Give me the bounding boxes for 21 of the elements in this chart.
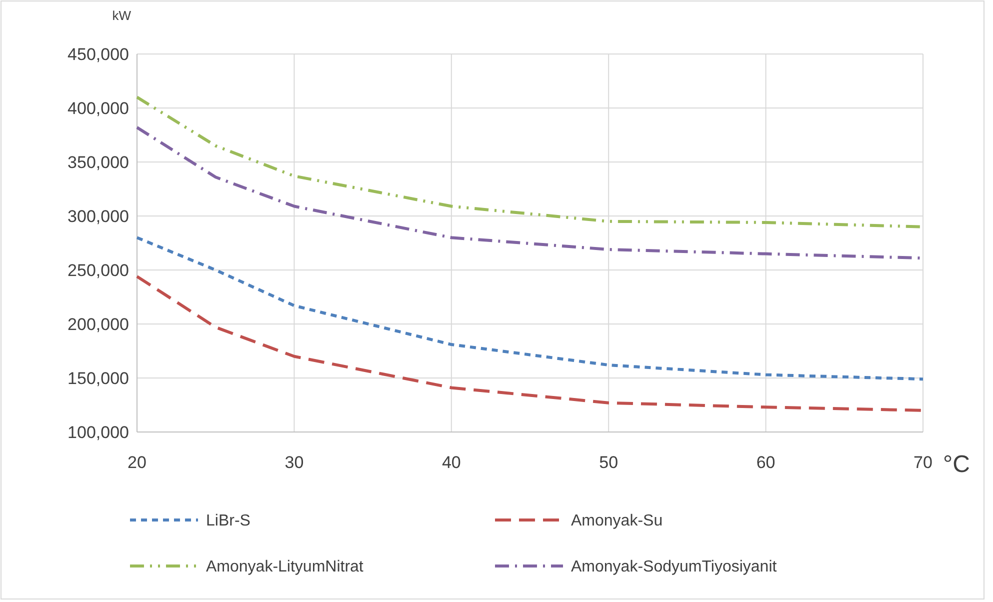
x-tick-label: 60 xyxy=(756,453,776,472)
legend-label: Amonyak-Su xyxy=(571,512,663,530)
x-tick-label: 70 xyxy=(914,453,932,472)
y-tick-label: 400,000 xyxy=(68,98,129,118)
y-tick-label: 200,000 xyxy=(68,314,129,334)
y-tick-label: 450,000 xyxy=(68,44,129,64)
y-axis-title: kW xyxy=(112,8,132,23)
y-tick-label: 150,000 xyxy=(68,368,129,388)
x-tick-label: 30 xyxy=(284,453,304,472)
x-tick-label: 20 xyxy=(128,453,146,472)
x-tick-label: 50 xyxy=(599,453,618,472)
legend-label: Amonyak-LityumNitrat xyxy=(206,558,364,576)
y-tick-label: 250,000 xyxy=(68,260,129,280)
x-tick-label: 40 xyxy=(442,453,461,472)
line-series xyxy=(136,236,924,381)
legend-label: Amonyak-SodyumTiyosiyanit xyxy=(571,558,778,576)
x-axis-title: °C xyxy=(943,451,970,478)
y-tick-label: 350,000 xyxy=(68,152,129,172)
legend-label: LiBr-S xyxy=(206,512,250,530)
y-tick-label: 100,000 xyxy=(68,422,129,442)
y-tick-label: 300,000 xyxy=(68,206,129,226)
